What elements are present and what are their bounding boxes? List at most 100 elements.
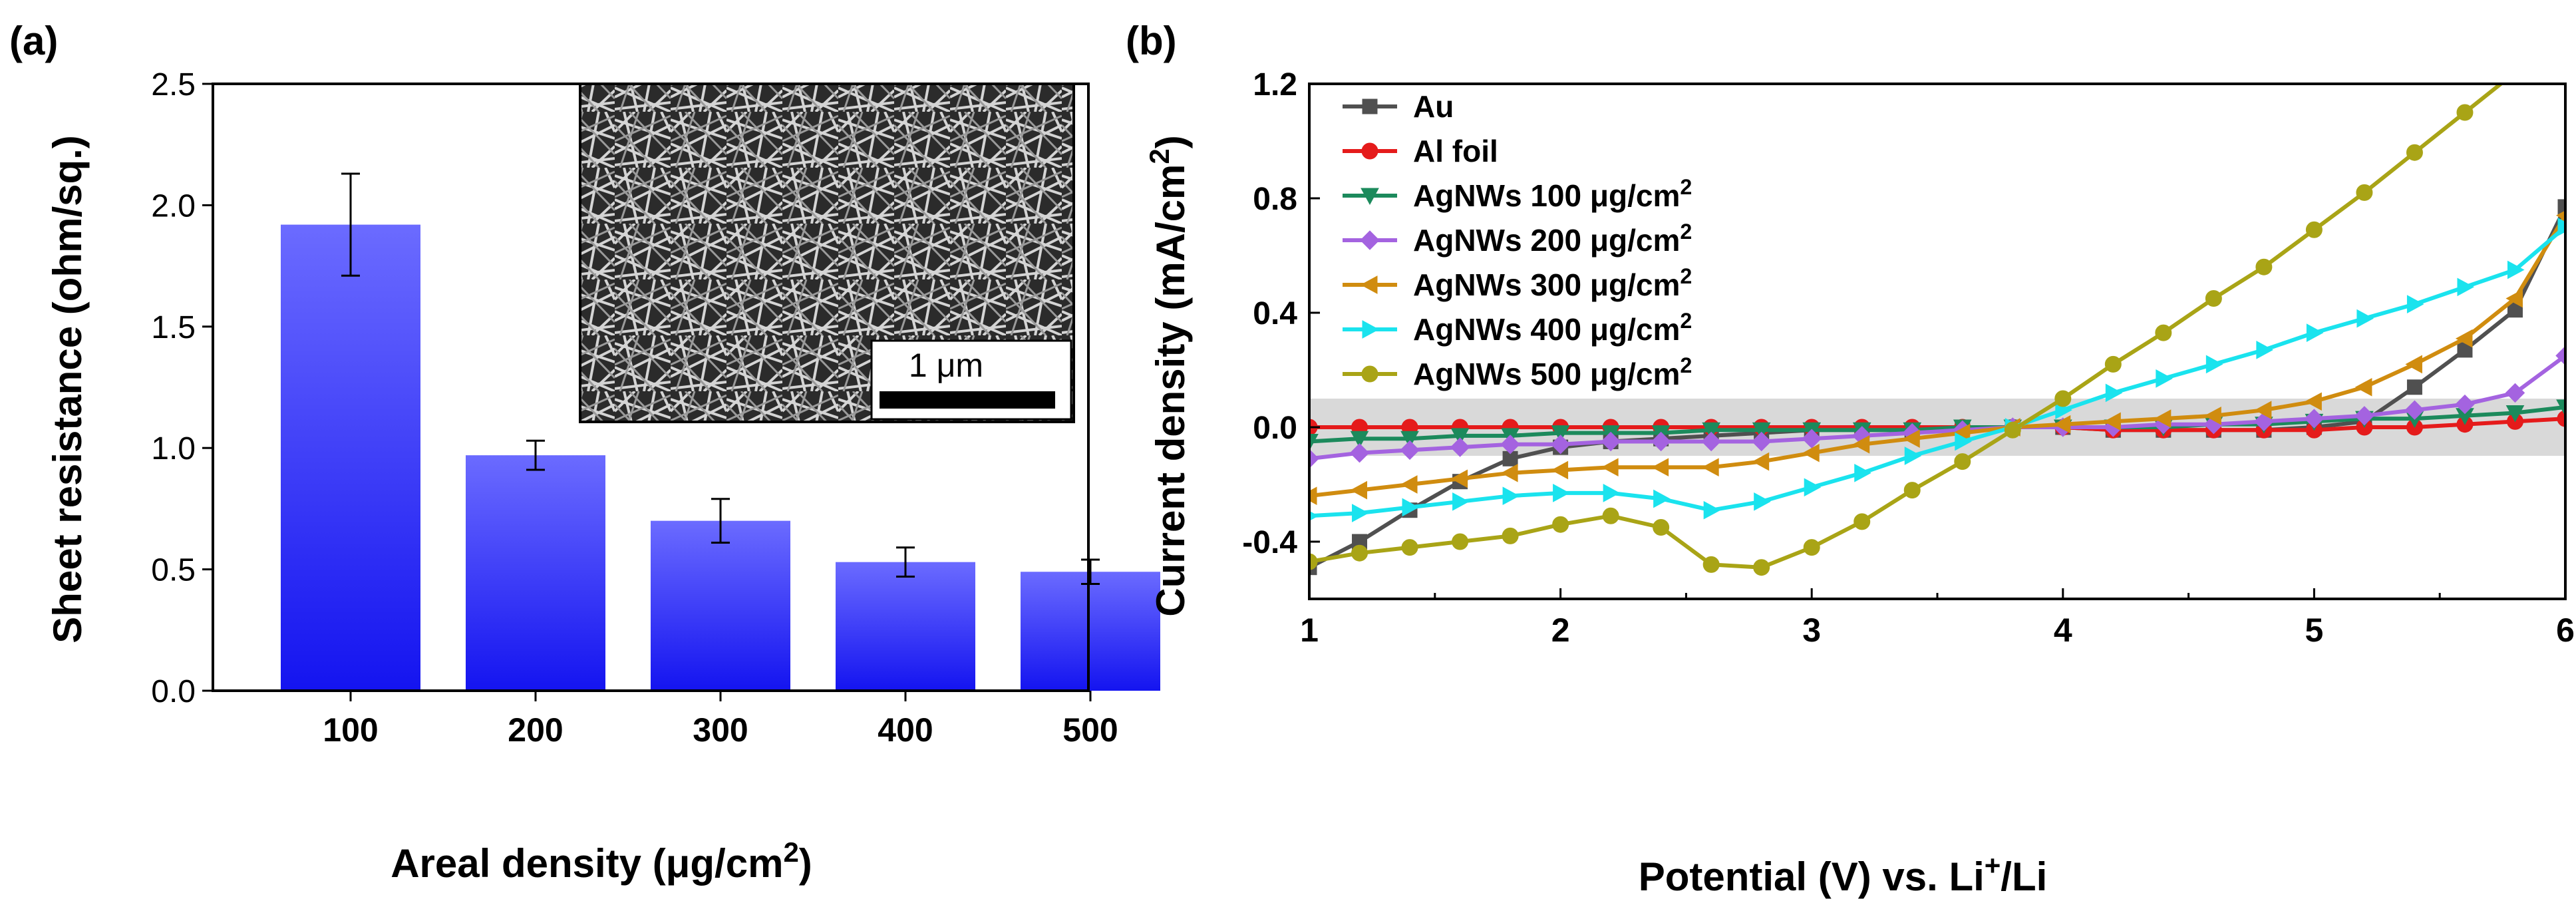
data-point <box>2155 324 2172 341</box>
legend-label: Al foil <box>1413 134 1498 168</box>
data-point <box>1450 437 1470 457</box>
data-point <box>1803 539 1820 556</box>
data-point <box>1450 469 1468 488</box>
data-point <box>1955 432 1972 451</box>
data-point <box>1500 435 1520 454</box>
x-tick-label: 4 <box>2054 612 2072 649</box>
x-tick-label: 200 <box>508 711 563 749</box>
x-axis-label: Potential (V) vs. Li+/Li <box>1639 850 2048 900</box>
data-point <box>1702 458 1719 477</box>
data-point <box>1802 443 1820 462</box>
data-point <box>2305 221 2323 238</box>
legend-entry: AgNWs 500 μg/cm2 <box>1343 353 1692 391</box>
data-point <box>1651 431 1671 452</box>
data-point <box>2004 421 2021 439</box>
legend-label: AgNWs 100 μg/cm2 <box>1413 175 1692 213</box>
legend-marker <box>1362 320 1380 339</box>
x-tick-label: 3 <box>1802 612 1821 649</box>
legend-label: AgNWs 300 μg/cm2 <box>1413 264 1692 302</box>
data-point <box>2356 309 2374 328</box>
x-tick-label: 100 <box>323 711 378 749</box>
data-point <box>1702 556 1720 573</box>
plot-frame <box>212 83 1090 692</box>
legend-entry: AgNWs 200 μg/cm2 <box>1343 220 1692 258</box>
data-point <box>1351 544 1368 562</box>
data-point <box>2204 406 2221 425</box>
data-point <box>2156 369 2173 388</box>
data-point <box>1854 463 1871 482</box>
x-tick-label: 400 <box>878 711 933 749</box>
data-point <box>2104 355 2122 373</box>
series-line <box>1309 405 2565 444</box>
y-tick-label: 2.5 <box>151 67 196 102</box>
data-point <box>1400 475 1418 494</box>
data-point <box>1501 463 1518 482</box>
data-point <box>2306 323 2324 342</box>
data-point <box>2404 400 2425 420</box>
legend-entry: AgNWs 100 μg/cm2 <box>1343 175 1692 213</box>
data-point <box>2354 377 2372 397</box>
data-point <box>1400 431 1419 449</box>
data-point <box>1653 489 1671 508</box>
data-point <box>1904 447 1922 465</box>
data-point <box>2505 405 2525 423</box>
x-tick-label: 500 <box>1062 711 1118 749</box>
x-tick-label: 6 <box>2556 612 2575 649</box>
data-point <box>1754 492 1771 511</box>
data-point <box>1309 434 1319 451</box>
y-tick-label: -0.4 <box>1242 525 1297 560</box>
data-point <box>1402 498 1420 517</box>
data-point <box>2105 383 2123 403</box>
data-point <box>1450 428 1470 445</box>
data-point <box>2505 289 2523 308</box>
legend-label: AgNWs 500 μg/cm2 <box>1413 353 1692 391</box>
data-point <box>1550 435 1571 454</box>
y-tick-label: 2.0 <box>151 188 196 224</box>
bar <box>651 520 790 691</box>
data-point <box>1903 429 1920 449</box>
legend-label: AgNWs 400 μg/cm2 <box>1413 309 1692 347</box>
y-tick-label: 1.0 <box>151 431 196 466</box>
x-axis-label: Areal density (μg/cm2) <box>391 836 812 886</box>
data-point <box>1502 527 1519 544</box>
y-tick-label: 1.5 <box>151 310 196 345</box>
data-point <box>1350 431 1369 449</box>
y-tick-label: 0.0 <box>1253 411 1297 446</box>
data-point <box>1400 440 1420 460</box>
series-line <box>1309 214 2565 498</box>
data-point <box>1852 435 1870 454</box>
x-tick-label: 300 <box>693 711 748 749</box>
data-point <box>2256 341 2273 359</box>
legend-entry: AgNWs 400 μg/cm2 <box>1343 309 1692 347</box>
data-point <box>1352 504 1369 522</box>
data-point <box>1603 484 1621 502</box>
legend-marker <box>1362 98 1378 114</box>
data-point <box>2456 104 2474 121</box>
data-point <box>2406 295 2424 313</box>
legend-marker <box>1360 230 1380 250</box>
series-lines <box>1309 84 2565 576</box>
bar-chart-panel: 1 μm 100 200 300 400 500 0.0 0.5 1.0 1.5 2.0 2.5 A… <box>45 67 1160 886</box>
data-point <box>2557 199 2565 215</box>
y-tick-label: 0.4 <box>1253 296 1297 331</box>
y-tick-label: 1.2 <box>1253 67 1297 102</box>
data-point <box>2455 394 2475 415</box>
data-point <box>2556 399 2565 417</box>
data-point <box>1853 513 1871 530</box>
data-point <box>2054 390 2072 407</box>
sem-inset: 1 μm <box>579 83 1075 423</box>
data-point <box>2354 406 2374 426</box>
data-point <box>1653 519 1670 536</box>
data-point <box>2455 329 2473 348</box>
x-tick-label: 5 <box>2305 612 2323 649</box>
legend-entry: Au <box>1343 89 1454 124</box>
data-point <box>2305 392 2322 411</box>
data-point <box>1309 486 1317 506</box>
data-point <box>1452 492 1470 511</box>
data-point <box>2205 290 2222 307</box>
bar <box>1021 572 1160 691</box>
data-point <box>1602 507 1619 524</box>
data-point <box>2254 401 2272 420</box>
data-point <box>1553 484 1570 502</box>
data-point <box>2557 410 2565 427</box>
